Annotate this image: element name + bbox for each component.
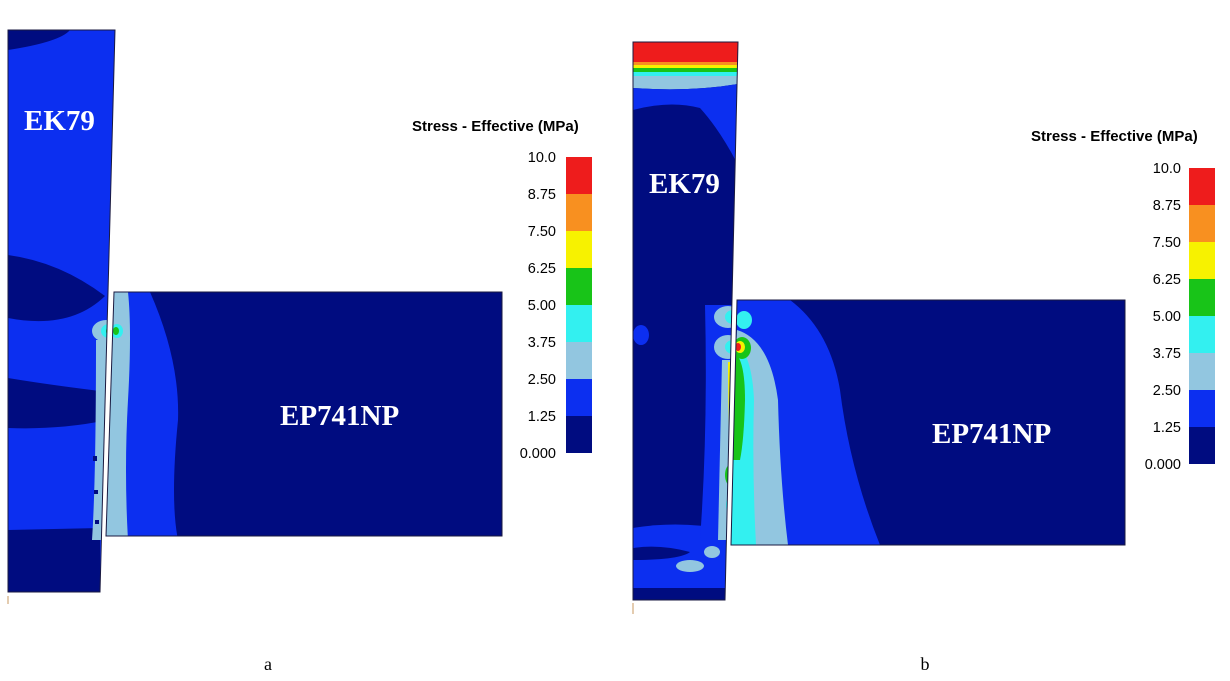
panel-a-upper-material-label: EK79: [24, 105, 95, 137]
panel-b-colorbar-ticks: 10.0 8.75 7.50 6.25 5.00 3.75 2.50 1.25 0.000: [1145, 161, 1181, 473]
panel-a-colorbar-segment: [566, 268, 592, 305]
panel-b-colorbar-tick-label: 1.25: [1153, 420, 1181, 436]
panel-b-colorbar-segment: [1189, 353, 1215, 390]
panel-b-colorbar-segment: [1189, 390, 1215, 427]
panel-a-lower-material-label: EP741NP: [280, 400, 399, 432]
panel-b-colorbar-segment: [1189, 205, 1215, 242]
panel-b-colorbar-segment: [1189, 316, 1215, 353]
panel-b-colorbar-tick-label: 0.000: [1145, 457, 1181, 473]
panel-a-colorbar-segment: [566, 342, 592, 379]
panel-b-caption: b: [921, 654, 930, 674]
panel-a-colorbar-tick-label: 10.0: [528, 150, 556, 166]
panel-a-colorbar-tick-label: 2.50: [528, 372, 556, 388]
panel-b-colorbar-segment: [1189, 168, 1215, 205]
panel-b-lower-material-label: EP741NP: [932, 418, 1051, 450]
panel-b-colorbar-tick-label: 2.50: [1153, 383, 1181, 399]
panel-a-colorbar-tick-label: 6.25: [528, 261, 556, 277]
panel-a-colorbar-tick-label: 8.75: [528, 187, 556, 203]
panel-a-colorbar-tick-label: 0.000: [520, 446, 556, 462]
panel-b-colorbar-tick-label: 5.00: [1153, 309, 1181, 325]
panel-b-colorbar-tick-label: 3.75: [1153, 346, 1181, 362]
panel-b-colorbar-segment: [1189, 279, 1215, 316]
panel-a-colorbar-segment: [566, 305, 592, 342]
panel-b-upper-material-label: EK79: [649, 168, 720, 200]
panel-a-legend-title: Stress - Effective (MPa): [412, 118, 579, 135]
panel-a-caption: a: [264, 654, 272, 674]
panel-a-colorbar-segment: [566, 157, 592, 194]
panel-a-colorbar: [566, 157, 592, 453]
panel-a-legend: Stress - Effective (MPa) 10.0 8.75 7.50 6.2…: [412, 118, 592, 462]
panel-a-colorbar-ticks: 10.0 8.75 7.50 6.25 5.00 3.75 2.50 1.25 0.000: [520, 150, 556, 462]
panel-a-colorbar-segment: [566, 416, 592, 453]
panel-b-ek79-outline: [632, 41, 739, 601]
panel-b-ep741np-part: [731, 300, 1125, 545]
panel-b-ep741np-outline: [730, 299, 1126, 546]
panel-a-colorbar-segment: [566, 231, 592, 268]
panel-b-colorbar-segment: [1189, 242, 1215, 279]
panel-b: EK79 EP741NP Stress - Effective (MPa) 10…: [632, 41, 1215, 674]
panel-b-colorbar-tick-label: 10.0: [1153, 161, 1181, 177]
panel-a-colorbar-tick-label: 5.00: [528, 298, 556, 314]
panel-a-colorbar-tick-label: 1.25: [528, 409, 556, 425]
panel-a-colorbar-segment: [566, 379, 592, 416]
panel-b-legend-title: Stress - Effective (MPa): [1031, 128, 1198, 145]
panel-a-colorbar-segment: [566, 194, 592, 231]
panel-a-ep741np-outline: [105, 291, 503, 537]
panel-a: EK79 EP741NP Stress - Effective (MPa) 10…: [7, 29, 592, 674]
panel-a-colorbar-tick-label: 3.75: [528, 335, 556, 351]
panel-b-colorbar-tick-label: 7.50: [1153, 235, 1181, 251]
panel-b-colorbar: [1189, 168, 1215, 464]
panel-b-colorbar-tick-label: 6.25: [1153, 272, 1181, 288]
panel-b-colorbar-tick-label: 8.75: [1153, 198, 1181, 214]
panel-b-colorbar-segment: [1189, 427, 1215, 464]
panel-a-ek79-outline: [7, 29, 116, 593]
panel-a-colorbar-tick-label: 7.50: [528, 224, 556, 240]
panel-b-legend: Stress - Effective (MPa) 10.0 8.75 7.50 6.2…: [1031, 128, 1215, 473]
